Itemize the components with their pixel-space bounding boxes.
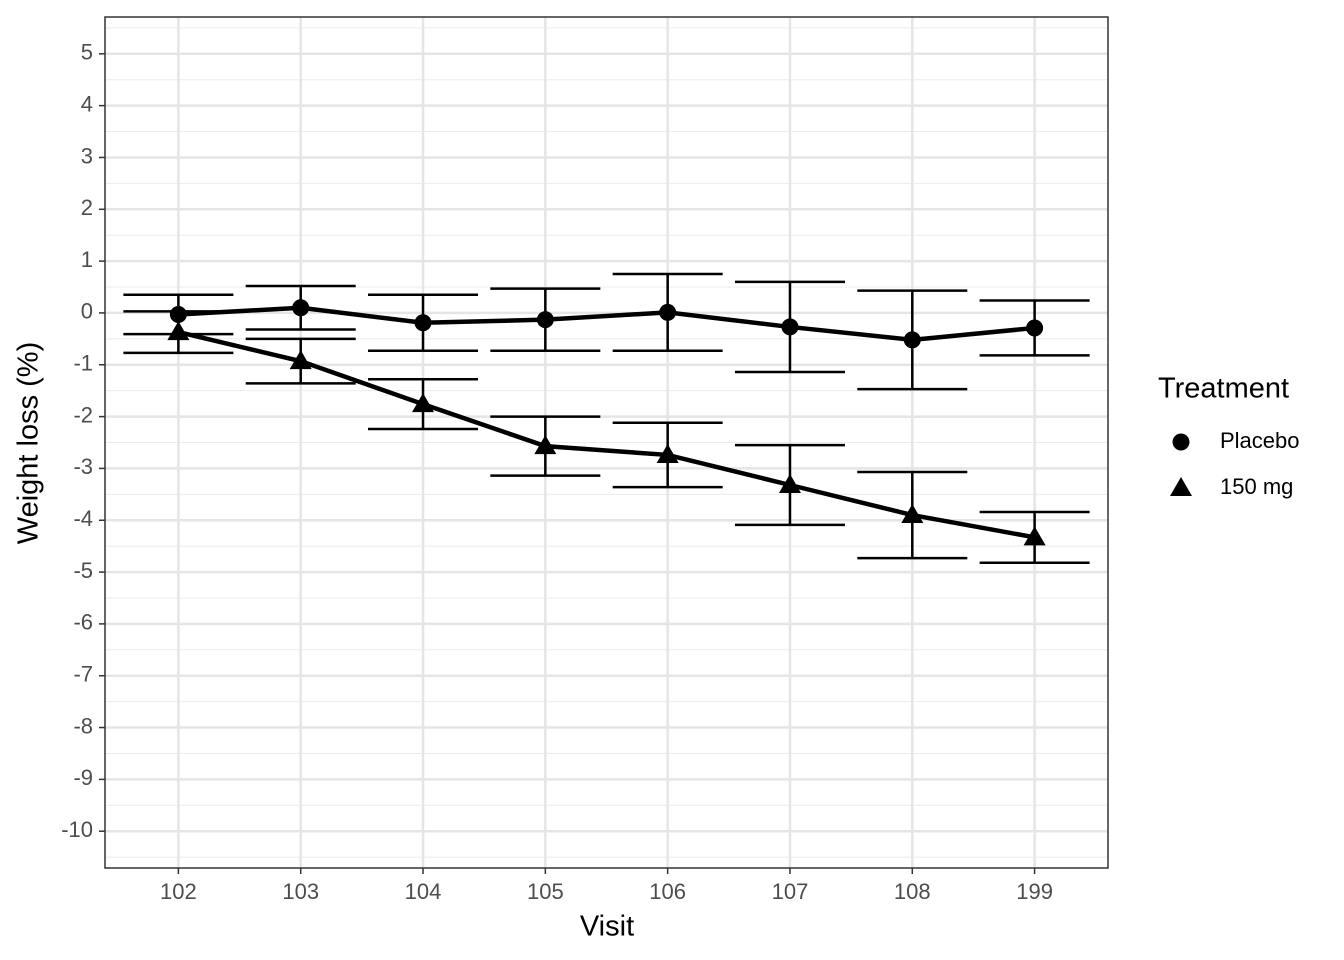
x-tick-label: 104 xyxy=(405,879,442,904)
data-point xyxy=(659,303,677,321)
y-tick-label: -5 xyxy=(73,558,93,583)
y-tick-label: -8 xyxy=(73,713,93,738)
y-axis-title: Weight loss (%) xyxy=(13,342,45,545)
y-tick-label: 5 xyxy=(81,40,93,65)
data-point xyxy=(1023,526,1046,546)
y-tick-label: -3 xyxy=(73,454,93,479)
x-tick-label: 105 xyxy=(527,879,564,904)
data-point xyxy=(536,311,554,329)
x-axis-title: Visit xyxy=(580,911,634,943)
y-tick-label: 1 xyxy=(81,247,93,272)
data-point xyxy=(534,435,557,455)
x-tick-label: 106 xyxy=(649,879,686,904)
x-tick-label: 103 xyxy=(282,879,319,904)
series-line xyxy=(178,305,1035,343)
data-point xyxy=(901,504,924,524)
legend-title: Treatment xyxy=(1158,373,1289,405)
y-tick-label: -4 xyxy=(73,506,93,531)
legend-label: Placebo xyxy=(1220,428,1300,453)
data-point xyxy=(292,299,310,317)
data-point xyxy=(656,443,679,463)
y-tick-label: 4 xyxy=(81,91,93,116)
legend-symbol xyxy=(1170,477,1192,496)
y-tick-label: -6 xyxy=(73,610,93,635)
data-point xyxy=(289,350,312,370)
plot-border xyxy=(104,16,1109,869)
x-tick-label: 102 xyxy=(160,879,197,904)
x-tick-label: 108 xyxy=(894,879,931,904)
y-tick-label: 2 xyxy=(81,195,93,220)
data-point xyxy=(778,473,801,493)
y-tick-label: -10 xyxy=(61,817,93,842)
data-point xyxy=(781,318,799,336)
series-line xyxy=(177,329,1036,540)
y-tick-label: -7 xyxy=(73,662,93,687)
legend-symbol xyxy=(1172,433,1190,451)
y-tick-label: -2 xyxy=(73,402,93,427)
y-tick-label: -1 xyxy=(73,351,93,376)
x-tick-label: 199 xyxy=(1016,879,1053,904)
data-point xyxy=(167,321,190,341)
data-point xyxy=(1026,319,1044,337)
legend-label: 150 mg xyxy=(1220,474,1293,499)
y-tick-label: -9 xyxy=(73,765,93,790)
data-point xyxy=(414,314,432,332)
y-tick-label: 3 xyxy=(81,143,93,168)
data-point xyxy=(903,331,921,349)
y-tick-label: 0 xyxy=(81,299,93,324)
x-tick-label: 107 xyxy=(772,879,809,904)
data-point xyxy=(412,393,435,413)
data-point xyxy=(169,305,187,323)
